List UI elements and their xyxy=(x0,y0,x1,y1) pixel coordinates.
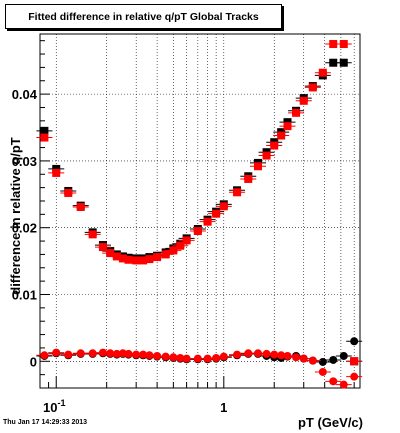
data-point-square xyxy=(212,209,221,218)
data-point-circle xyxy=(270,350,279,359)
data-point-circle xyxy=(262,349,271,358)
plot-border xyxy=(39,33,361,389)
data-point-circle xyxy=(153,351,162,360)
y-tick-label: 0.04 xyxy=(12,87,38,102)
data-point-circle xyxy=(253,349,262,358)
data-point-square xyxy=(350,357,359,366)
data-point-square xyxy=(308,83,317,92)
data-point-square xyxy=(329,40,338,49)
data-point-square xyxy=(299,96,308,105)
data-point-circle xyxy=(145,351,154,360)
timestamp: Thu Jan 17 14:29:33 2013 xyxy=(3,419,88,426)
data-point-circle xyxy=(339,351,348,360)
data-point-circle xyxy=(52,348,61,357)
data-point-square xyxy=(203,217,212,226)
data-point-square xyxy=(145,255,154,264)
data-point-circle xyxy=(76,349,85,358)
data-point-square xyxy=(219,202,228,211)
data-point-circle xyxy=(244,349,253,358)
data-point-circle xyxy=(329,377,338,386)
data-point-square xyxy=(88,230,97,239)
data-point-circle xyxy=(203,354,212,363)
data-point-square xyxy=(52,164,61,173)
data-point-square xyxy=(169,246,178,255)
data-point-square xyxy=(64,188,73,197)
data-point-circle xyxy=(176,353,185,362)
data-point-square xyxy=(262,151,271,160)
data-point-square xyxy=(112,252,121,261)
data-point-circle xyxy=(350,372,359,381)
data-point-circle xyxy=(339,380,348,389)
y-tick-label: 0.03 xyxy=(12,154,37,169)
chart-title: Fitted difference in relative q/pT Globa… xyxy=(28,10,259,23)
data-point-circle xyxy=(124,349,133,358)
data-point-circle xyxy=(283,351,292,360)
data-point-square xyxy=(283,122,292,131)
data-point-square xyxy=(253,162,262,171)
data-point-square xyxy=(40,126,49,135)
y-tick-label: 0 xyxy=(30,354,37,369)
data-point-circle xyxy=(106,349,115,358)
data-point-circle xyxy=(112,349,121,358)
data-point-circle xyxy=(219,352,228,361)
data-point-circle xyxy=(277,351,286,360)
data-point-square xyxy=(283,118,292,127)
data-point-square xyxy=(182,236,191,245)
axis-ticks xyxy=(39,40,355,389)
data-point-circle xyxy=(98,348,107,357)
plot-frame xyxy=(39,33,361,389)
data-point-circle xyxy=(318,367,327,376)
x-tick-label-exponent: -1 xyxy=(57,398,65,408)
data-points xyxy=(36,40,363,389)
data-point-square xyxy=(98,243,107,252)
data-point-square xyxy=(339,58,348,67)
y-tick-label: 0.02 xyxy=(12,221,37,236)
data-point-square xyxy=(233,188,242,197)
data-point-square xyxy=(193,227,202,236)
data-point-circle xyxy=(64,350,73,359)
data-point-square xyxy=(52,168,61,177)
data-point-circle xyxy=(318,357,327,366)
data-point-circle xyxy=(350,337,359,346)
data-point-circle xyxy=(88,349,97,358)
data-point-square xyxy=(118,254,127,263)
data-point-circle xyxy=(292,353,301,362)
data-point-square xyxy=(161,250,170,259)
data-point-circle xyxy=(212,353,221,362)
data-point-circle xyxy=(329,355,338,364)
x-tick-label: 1 xyxy=(220,400,227,415)
data-point-square xyxy=(176,241,185,250)
data-point-square xyxy=(339,40,348,49)
data-point-circle xyxy=(193,354,202,363)
data-point-circle xyxy=(139,350,148,359)
data-point-square xyxy=(106,249,115,258)
data-point-square xyxy=(139,256,148,265)
data-point-circle xyxy=(182,354,191,363)
data-point-circle xyxy=(169,353,178,362)
data-point-square xyxy=(270,141,279,150)
data-point-square xyxy=(76,202,85,211)
data-point-square xyxy=(124,255,133,264)
chart-title-box: Fitted difference in relative q/pT Globa… xyxy=(5,4,282,29)
data-point-square xyxy=(40,133,49,142)
data-point-circle xyxy=(299,354,308,363)
x-axis-label: pT (GeV/c) xyxy=(298,415,363,430)
data-point-circle xyxy=(40,351,49,360)
data-point-circle xyxy=(161,352,170,361)
data-point-circle xyxy=(233,350,242,359)
data-point-circle xyxy=(308,356,317,365)
data-point-square xyxy=(153,253,162,262)
y-axis-label: difference in relative q/pT xyxy=(8,137,23,295)
data-point-square xyxy=(318,68,327,77)
data-point-square xyxy=(277,131,286,140)
y-tick-label: 0.01 xyxy=(12,287,37,302)
data-point-square xyxy=(244,174,253,183)
data-point-square xyxy=(329,58,338,67)
data-point-square xyxy=(292,108,301,117)
